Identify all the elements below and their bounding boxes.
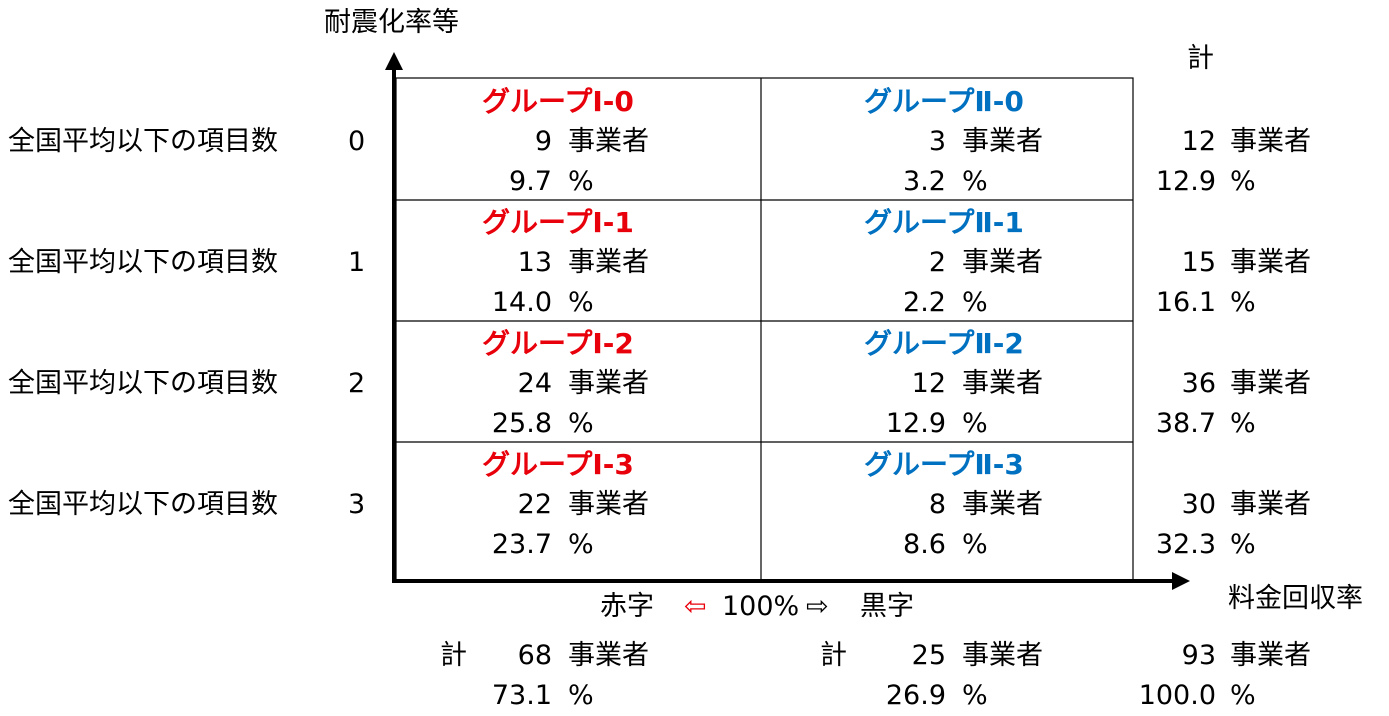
y-axis-label: 耐震化率等 bbox=[324, 7, 459, 38]
total-pct-value: 32.3 bbox=[1155, 529, 1216, 560]
pct-value: 14.0 bbox=[491, 287, 552, 318]
pct-unit: % bbox=[962, 287, 988, 318]
total-pct-value: 38.7 bbox=[1155, 408, 1216, 439]
count-unit: 事業者 bbox=[962, 247, 1043, 278]
count-value: 12 bbox=[911, 368, 946, 399]
x-axis-label: 料金回収率 bbox=[1228, 583, 1363, 614]
count-unit: 事業者 bbox=[1230, 489, 1311, 520]
pct-unit: % bbox=[568, 287, 594, 318]
count-unit: 事業者 bbox=[568, 640, 649, 671]
count-value: 13 bbox=[517, 247, 552, 278]
pct-unit: % bbox=[1230, 166, 1256, 197]
count-unit: 事業者 bbox=[1230, 247, 1311, 278]
pct-value: 9.7 bbox=[509, 166, 552, 197]
grand-total-pct: 100.0 bbox=[1138, 680, 1216, 711]
count-value: 2 bbox=[928, 247, 946, 278]
row-label: 全国平均以下の項目数 bbox=[8, 368, 278, 399]
totals-label: 計 bbox=[440, 640, 467, 671]
total-count-value: 15 bbox=[1181, 247, 1216, 278]
count-unit: 事業者 bbox=[568, 126, 649, 157]
x-axis-arrowhead bbox=[1172, 572, 1190, 590]
total-count-value: 30 bbox=[1181, 489, 1216, 520]
group-label: グループⅡ-1 bbox=[864, 206, 1024, 239]
pct-value: 2.2 bbox=[903, 287, 946, 318]
total-pct-value: 12.9 bbox=[1155, 166, 1216, 197]
group-label: グループⅡ-3 bbox=[864, 448, 1024, 481]
pct-unit: % bbox=[568, 408, 594, 439]
surplus-label: 黒字 bbox=[860, 591, 914, 622]
pct-value: 12.9 bbox=[885, 408, 946, 439]
count-unit: 事業者 bbox=[1230, 126, 1311, 157]
totals-label: 計 bbox=[820, 640, 847, 671]
pct-value: 25.8 bbox=[491, 408, 552, 439]
pct-unit: % bbox=[962, 529, 988, 560]
count-value: 9 bbox=[534, 126, 552, 157]
count-value: 24 bbox=[517, 368, 552, 399]
pct-unit: % bbox=[1230, 287, 1256, 318]
total-pct-value: 73.1 bbox=[491, 680, 552, 711]
group-label: グループⅠ-3 bbox=[482, 448, 634, 481]
count-unit: 事業者 bbox=[568, 489, 649, 520]
count-unit: 事業者 bbox=[962, 126, 1043, 157]
count-unit: 事業者 bbox=[962, 640, 1043, 671]
count-unit: 事業者 bbox=[1230, 368, 1311, 399]
row-label: 全国平均以下の項目数 bbox=[8, 247, 278, 278]
count-value: 22 bbox=[517, 489, 552, 520]
left-arrow-icon: ⇦ bbox=[684, 591, 707, 622]
right-arrow-icon: ⇨ bbox=[806, 591, 829, 622]
pct-unit: % bbox=[568, 680, 594, 711]
y-axis-arrowhead bbox=[385, 52, 403, 70]
pct-unit: % bbox=[962, 680, 988, 711]
count-unit: 事業者 bbox=[962, 368, 1043, 399]
count-value: 8 bbox=[928, 489, 946, 520]
pct-unit: % bbox=[1230, 680, 1256, 711]
count-unit: 事業者 bbox=[962, 489, 1043, 520]
pct-unit: % bbox=[568, 166, 594, 197]
row-level: 1 bbox=[348, 247, 366, 278]
total-pct-value: 16.1 bbox=[1155, 287, 1216, 318]
row-level: 0 bbox=[348, 126, 366, 157]
count-unit: 事業者 bbox=[568, 368, 649, 399]
pct-unit: % bbox=[962, 408, 988, 439]
total-count-value: 68 bbox=[517, 640, 552, 671]
total-count-value: 25 bbox=[911, 640, 946, 671]
group-label: グループⅡ-2 bbox=[864, 327, 1024, 360]
pct-unit: % bbox=[568, 529, 594, 560]
pct-unit: % bbox=[1230, 529, 1256, 560]
count-value: 3 bbox=[928, 126, 946, 157]
deficit-label: 赤字 bbox=[600, 591, 654, 622]
group-label: グループⅠ-2 bbox=[482, 327, 634, 360]
group-label: グループⅠ-1 bbox=[482, 206, 634, 239]
grand-total-count: 93 bbox=[1181, 640, 1216, 671]
total-column-header: 計 bbox=[1187, 43, 1214, 74]
row-level: 2 bbox=[348, 368, 366, 399]
total-pct-value: 26.9 bbox=[885, 680, 946, 711]
breakeven-label: 100% bbox=[722, 591, 800, 622]
group-label: グループⅡ-0 bbox=[864, 85, 1024, 118]
group-label: グループⅠ-0 bbox=[482, 85, 634, 118]
row-label: 全国平均以下の項目数 bbox=[8, 126, 278, 157]
row-label: 全国平均以下の項目数 bbox=[8, 489, 278, 520]
pct-value: 8.6 bbox=[903, 529, 946, 560]
pct-value: 23.7 bbox=[491, 529, 552, 560]
row-level: 3 bbox=[348, 489, 366, 520]
total-count-value: 36 bbox=[1181, 368, 1216, 399]
count-unit: 事業者 bbox=[1230, 640, 1311, 671]
total-count-value: 12 bbox=[1181, 126, 1216, 157]
count-unit: 事業者 bbox=[568, 247, 649, 278]
pct-value: 3.2 bbox=[903, 166, 946, 197]
pct-unit: % bbox=[1230, 408, 1256, 439]
pct-unit: % bbox=[962, 166, 988, 197]
